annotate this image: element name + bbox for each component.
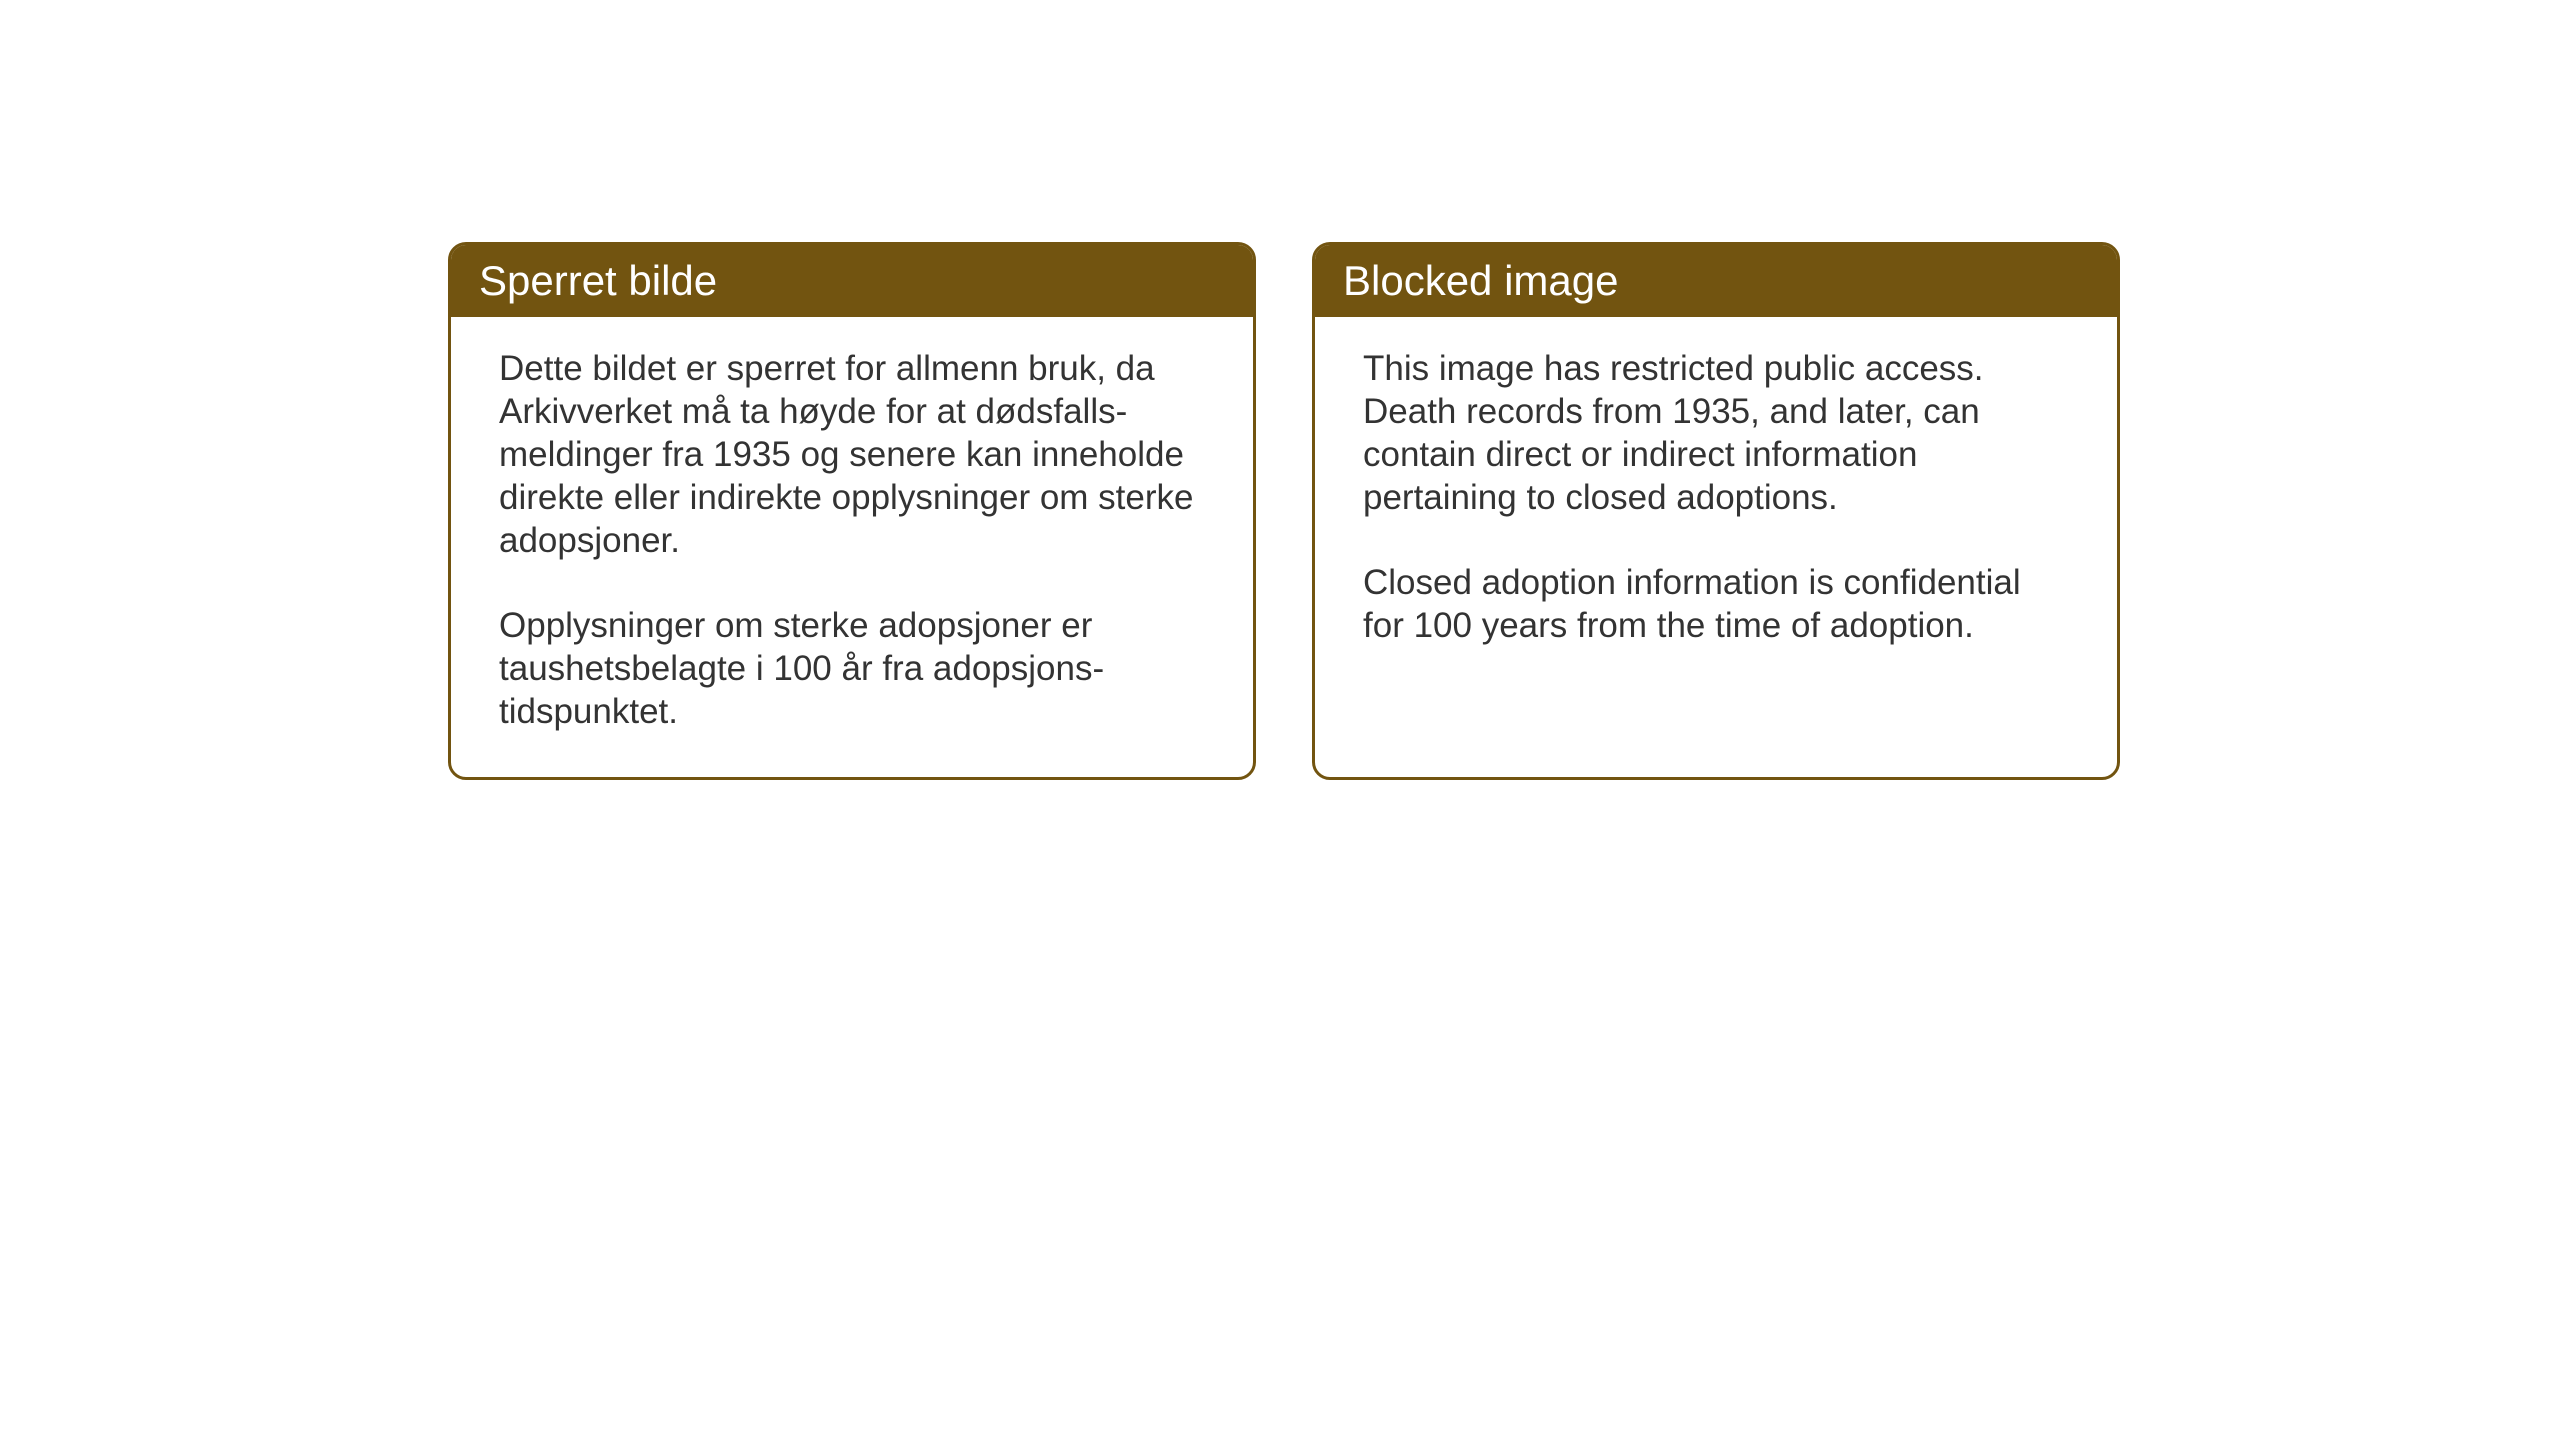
norwegian-paragraph-2: Opplysninger om sterke adopsjoner er tau… bbox=[499, 604, 1205, 733]
norwegian-card: Sperret bilde Dette bildet er sperret fo… bbox=[448, 242, 1256, 780]
norwegian-card-title: Sperret bilde bbox=[479, 257, 717, 304]
norwegian-card-body: Dette bildet er sperret for allmenn bruk… bbox=[451, 317, 1253, 777]
english-card-title: Blocked image bbox=[1343, 257, 1618, 304]
norwegian-paragraph-1: Dette bildet er sperret for allmenn bruk… bbox=[499, 347, 1205, 562]
english-card-header: Blocked image bbox=[1315, 245, 2117, 317]
norwegian-card-header: Sperret bilde bbox=[451, 245, 1253, 317]
english-card-body: This image has restricted public access.… bbox=[1315, 317, 2117, 691]
english-paragraph-1: This image has restricted public access.… bbox=[1363, 347, 2069, 519]
cards-container: Sperret bilde Dette bildet er sperret fo… bbox=[448, 242, 2120, 780]
english-card: Blocked image This image has restricted … bbox=[1312, 242, 2120, 780]
english-paragraph-2: Closed adoption information is confident… bbox=[1363, 561, 2069, 647]
